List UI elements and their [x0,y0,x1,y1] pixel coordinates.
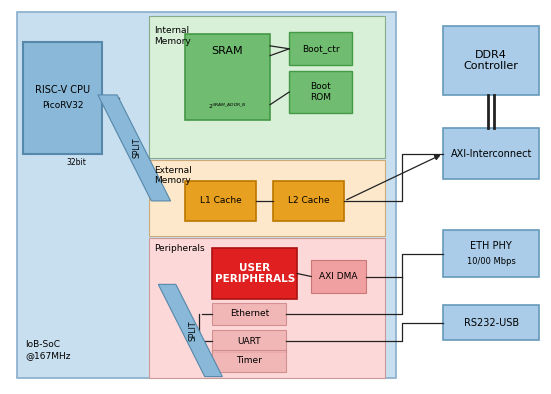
Text: Peripherals: Peripherals [155,244,205,253]
FancyBboxPatch shape [149,160,385,236]
Text: UART: UART [237,337,261,346]
Polygon shape [98,95,171,201]
FancyBboxPatch shape [289,71,353,113]
Text: L1 Cache: L1 Cache [199,197,241,205]
Text: External
Memory: External Memory [155,165,192,185]
Text: IoB-SoC
@167MHz: IoB-SoC @167MHz [25,340,71,360]
Text: Boot
ROM: Boot ROM [310,82,331,102]
FancyBboxPatch shape [443,230,539,277]
FancyBboxPatch shape [17,13,396,377]
Text: 32bit: 32bit [66,158,86,167]
Text: ETH PHY: ETH PHY [471,241,512,251]
Text: RS232-USB: RS232-USB [463,318,519,328]
FancyBboxPatch shape [212,331,287,352]
Text: DDR4
Controller: DDR4 Controller [464,50,518,71]
FancyBboxPatch shape [149,17,385,158]
Text: Timer: Timer [236,357,262,365]
Text: SRAM: SRAM [212,46,243,56]
Text: SPLIT: SPLIT [188,320,198,341]
Text: SPLIT: SPLIT [132,138,142,158]
FancyBboxPatch shape [212,248,298,299]
FancyBboxPatch shape [149,238,385,377]
FancyBboxPatch shape [185,34,270,121]
Text: 10/00 Mbps: 10/00 Mbps [467,257,516,266]
Text: PicoRV32: PicoRV32 [42,101,83,110]
FancyBboxPatch shape [273,181,344,221]
Text: AXI-Interconnect: AXI-Interconnect [451,149,532,159]
Text: USER
PERIPHERALS: USER PERIPHERALS [215,263,295,284]
FancyBboxPatch shape [311,260,366,293]
FancyBboxPatch shape [185,181,256,221]
Text: $2^{SRAM\_ADDR\_N}$: $2^{SRAM\_ADDR\_N}$ [208,101,247,111]
Text: AXI DMA: AXI DMA [320,272,358,281]
Polygon shape [158,284,223,377]
FancyBboxPatch shape [443,305,539,340]
FancyBboxPatch shape [212,350,287,372]
FancyBboxPatch shape [443,128,539,179]
Text: Internal
Memory: Internal Memory [155,26,191,46]
FancyBboxPatch shape [289,32,353,65]
FancyBboxPatch shape [23,42,102,154]
FancyBboxPatch shape [443,26,539,95]
Text: Boot_ctr: Boot_ctr [302,44,339,53]
Text: Ethernet: Ethernet [230,309,269,318]
Text: L2 Cache: L2 Cache [288,197,329,205]
Text: RISC-V CPU: RISC-V CPU [35,85,90,95]
FancyBboxPatch shape [212,303,287,325]
